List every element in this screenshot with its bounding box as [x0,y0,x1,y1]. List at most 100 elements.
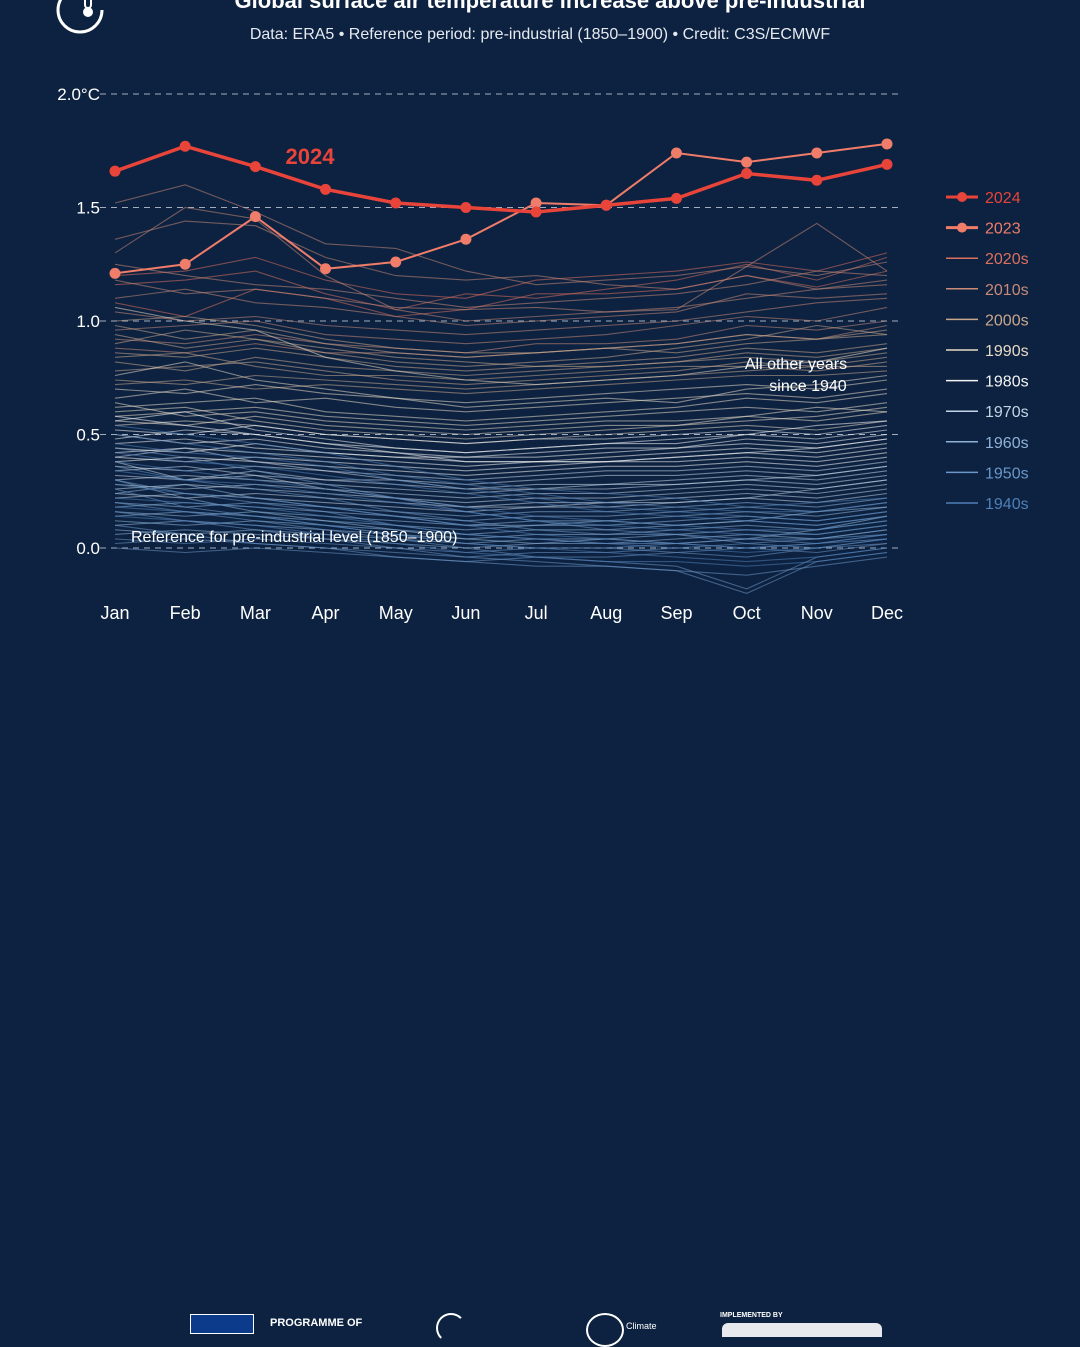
point-2024 [320,183,332,195]
x-tick-label: Jun [451,603,480,623]
point-2024 [811,174,823,186]
x-tick-label: May [379,603,413,623]
year-line-1940s [114,506,888,563]
year-line-2010s [114,220,888,290]
year-line-1940s [114,515,888,567]
year-line-2010s [114,306,888,345]
point-2023 [320,263,332,275]
year-line-2010s [114,206,888,322]
y-tick-label: 0.5 [76,426,100,445]
year-line-2000s [114,343,888,372]
point-2024 [249,161,261,173]
year-line-1940s [114,497,888,554]
year-line-1940s [114,483,888,549]
year-line-1940s [114,452,888,526]
legend-label: 1950s [985,465,1029,482]
year-line-1980s [114,452,888,472]
legend-label: 2023 [985,221,1021,238]
point-2024 [670,192,682,204]
x-tick-label: Oct [733,603,761,623]
year-line-2020s [114,252,888,299]
point-2024 [741,167,753,179]
year-line-1970s [114,465,888,485]
y-tick-label: 0.0 [76,539,100,558]
year-line-2000s [114,370,888,395]
legend-label: 1980s [985,374,1029,391]
x-tick-label: Mar [240,603,271,623]
year-line-1990s [114,393,888,422]
year-line-2000s [114,315,888,354]
year-line-1950s [114,533,888,554]
year-line-1940s [114,424,888,508]
x-tick-label: Feb [170,603,201,623]
point-2024 [179,140,191,152]
footer-logos: PROGRAMME OF Climate IMPLEMENTED BY [0,655,1080,1347]
year-line-1980s [114,433,888,458]
grid-layer [100,93,900,549]
year-line-2010s [114,320,888,354]
year-line-1950s [114,511,888,576]
legend-label: 1990s [985,343,1029,360]
legend-label: 1970s [985,404,1029,421]
x-tick-label: Sep [660,603,692,623]
year-line-1990s [114,379,888,404]
year-line-1980s [114,447,888,467]
y-tick-label: 1.5 [76,199,100,218]
year-line-2010s [114,297,888,336]
point-2023 [109,267,121,279]
year-line-1970s [114,488,888,508]
year-line-1970s [114,461,888,508]
year-line-2000s [114,329,888,367]
legend-label: 2010s [985,282,1029,299]
year-line-1990s [114,361,888,408]
year-line-1980s [114,415,888,463]
year-line-1940s [114,443,888,522]
copernicus-logo-icon [436,1313,466,1343]
legend-marker [957,192,967,202]
axes-labels: 2.0°C 1.5 1.0 0.5 0.0 Jan Feb Mar Apr May Jun Jul Au… [57,85,903,623]
point-2023 [249,211,261,223]
series-line-2024 [114,144,888,214]
year-line-1980s [114,411,888,454]
year-line-2000s [114,352,888,377]
legend-label: 2020s [985,251,1029,268]
annotation-reference: Reference for pre-industrial level (1850… [131,529,457,546]
year-line-2010s [114,263,888,308]
year-line-2000s [114,324,888,358]
year-line-2010s [114,288,888,327]
point-2024 [390,197,402,209]
point-2023 [811,147,823,159]
year-line-2000s [114,352,888,381]
point-2023 [530,197,542,209]
point-2023 [881,138,893,150]
legend-label: 1960s [985,435,1029,452]
x-tick-label: Jul [525,603,548,623]
temperature-chart: 2.0°C 1.5 1.0 0.5 0.0 Jan Feb Mar Apr May Jun Jul Au… [57,85,1029,623]
year-line-1990s [114,388,888,413]
legend-label: 1940s [985,496,1029,513]
year-line-1990s [114,406,888,436]
year-line-1950s [114,465,888,545]
year-line-1940s [114,433,888,513]
year-line-1990s [114,402,888,431]
eu-flag-icon [190,1314,254,1334]
year-line-1950s [114,524,888,594]
point-2023 [179,258,191,270]
point-2023 [390,256,402,268]
x-tick-label: Apr [312,603,340,623]
point-2024 [460,202,472,213]
programme-label: PROGRAMME OF [270,1317,363,1329]
legend-label: 2000s [985,312,1029,329]
point-2024 [530,206,542,218]
year-line-1990s [114,402,888,426]
year-line-1980s [114,456,888,476]
x-tick-label: Jan [100,603,129,623]
year-line-2020s [114,256,888,311]
point-2023 [670,147,682,159]
year-line-1980s [114,438,888,458]
year-line-2010s [114,184,888,286]
series-line-2023 [114,142,888,275]
climate-change-logo-icon [586,1313,624,1347]
point-2023 [460,233,472,245]
year-line-1950s [114,502,888,590]
